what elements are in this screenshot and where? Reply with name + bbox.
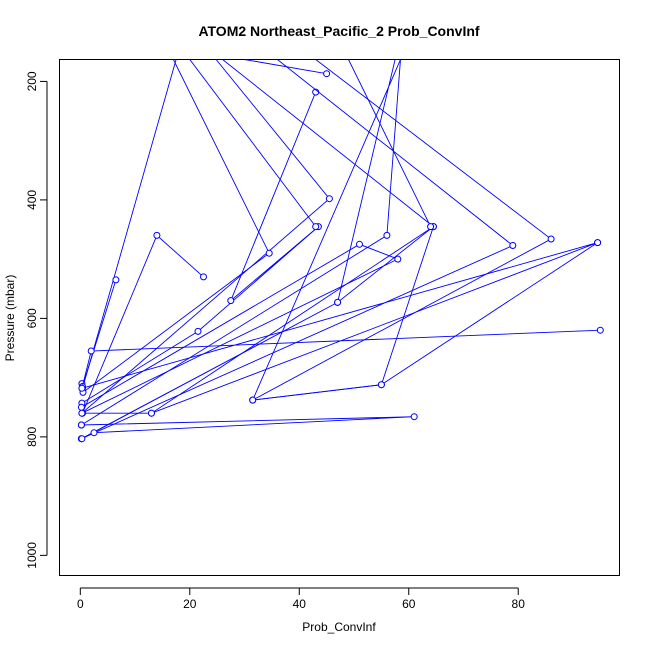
data-point: [90, 429, 98, 437]
data-point: [509, 242, 517, 249]
y-tick-label: 600: [25, 308, 39, 328]
data-point: [249, 396, 257, 404]
series-line-14: [348, 59, 432, 227]
data-point: [377, 381, 385, 389]
data-point: [78, 409, 86, 417]
x-tick-label: 40: [293, 597, 307, 611]
x-axis-label: Prob_ConvInf: [302, 620, 376, 634]
y-tick-label: 1000: [25, 542, 39, 569]
data-point: [325, 195, 333, 203]
data-point: [410, 413, 418, 421]
data-point: [200, 273, 207, 281]
data-point: [153, 231, 161, 239]
data-point: [356, 240, 363, 248]
y-tick-label: 400: [25, 190, 39, 210]
x-tick-label: 20: [183, 597, 197, 611]
series-line-15: [189, 59, 317, 227]
data-point: [112, 276, 120, 284]
data-point: [394, 255, 402, 263]
data-point: [77, 403, 85, 411]
y-tick-label: 800: [25, 427, 39, 447]
data-layer: [77, 59, 604, 443]
x-axis: 0 20 40 60 80: [77, 587, 526, 611]
data-point: [427, 223, 435, 231]
data-point: [547, 235, 555, 243]
data-point: [334, 298, 342, 306]
x-tick-label: 60: [402, 597, 416, 611]
data-point: [227, 297, 235, 305]
x-tick-label: 80: [512, 597, 526, 611]
series-line-7: [81, 243, 399, 414]
data-point: [148, 409, 155, 417]
data-point: [194, 327, 202, 335]
data-point: [77, 421, 85, 429]
plot-area: [59, 59, 620, 576]
x-tick-label: 0: [77, 597, 84, 611]
chart-title: ATOM2 Northeast_Pacific_2 Prob_ConvInf: [198, 23, 479, 39]
data-point: [78, 435, 86, 443]
y-axis: 200 400 600 800 1000: [25, 71, 48, 569]
data-point: [78, 384, 86, 392]
data-point: [383, 231, 391, 239]
series-line-3: [80, 59, 435, 414]
data-point: [594, 239, 602, 247]
data-point: [596, 326, 604, 334]
y-tick-label: 200: [25, 71, 39, 91]
data-point: [323, 70, 331, 78]
series-line-0: [82, 59, 177, 389]
data-point: [265, 249, 273, 257]
data-point: [312, 223, 320, 231]
data-point: [87, 347, 95, 355]
series-line-1: [244, 59, 327, 75]
y-axis-label: Pressure (mbar): [3, 275, 17, 362]
